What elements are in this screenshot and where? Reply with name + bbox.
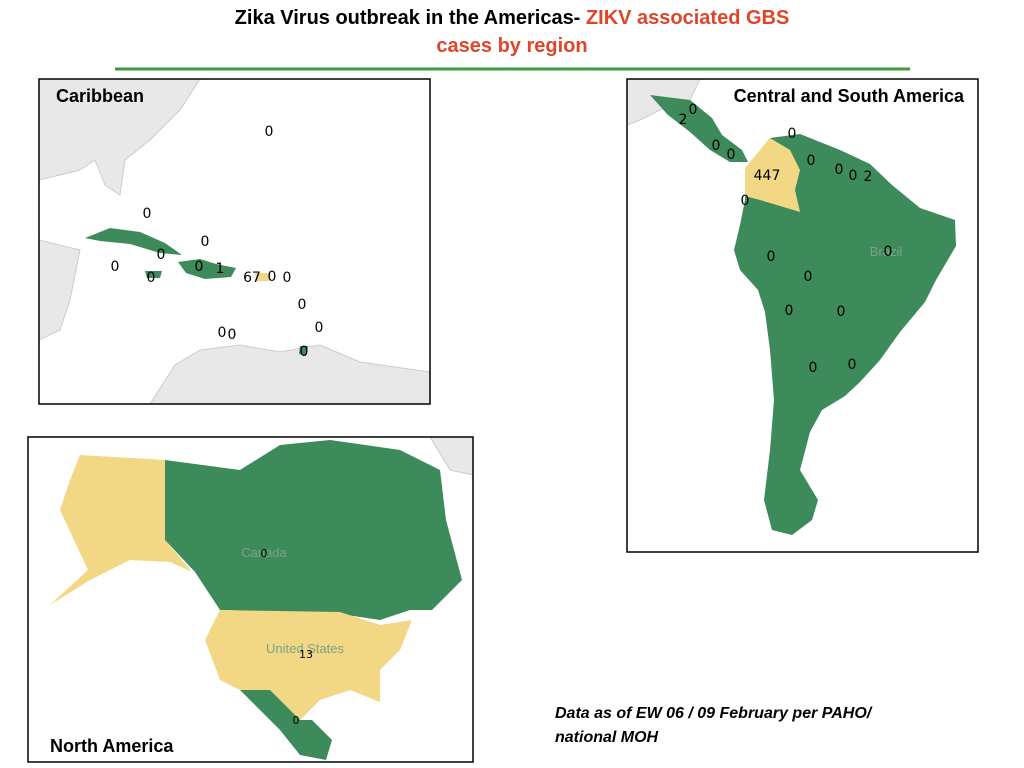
region-count: 0 — [111, 259, 120, 275]
region-count: 0 — [315, 320, 324, 336]
region-count: 0 — [300, 344, 309, 360]
region-count: 2 — [864, 169, 873, 185]
region-count: 0 — [785, 303, 794, 319]
region-count: 0 — [848, 357, 857, 373]
region-count: 0 — [261, 547, 268, 560]
north-america-map — [28, 437, 473, 762]
region-count: 0 — [837, 304, 846, 320]
country-label: Brazil — [870, 244, 903, 259]
region-count: 0 — [298, 297, 307, 313]
region-count: 0 — [265, 124, 274, 140]
region-count: 0 — [143, 206, 152, 222]
panel-title: Central and South America — [734, 86, 965, 106]
south-america-frame — [626, 78, 979, 553]
caribbean-map — [39, 79, 430, 404]
region-count: 0 — [283, 270, 292, 286]
region-count: 0 — [218, 325, 227, 341]
region-count: 0 — [228, 327, 237, 343]
footnote: Data as of EW 06 / 09 February per PAHO/ — [555, 705, 873, 722]
panel-title: Caribbean — [56, 86, 144, 106]
region-count: 67 — [243, 270, 261, 286]
region-count: 0 — [741, 193, 750, 209]
region-count: 447 — [754, 168, 781, 184]
region-count: 0 — [849, 168, 858, 184]
footnote: national MOH — [555, 729, 659, 746]
caribbean-frame — [38, 78, 431, 405]
region-count: 0 — [689, 102, 698, 118]
region-count: 0 — [727, 147, 736, 163]
region-count: 1 — [216, 261, 225, 277]
region-count: 0 — [835, 162, 844, 178]
title-black: Zika Virus outbreak in the Americas- — [235, 7, 581, 29]
panel-title: North America — [50, 736, 174, 756]
region-count: 0 — [195, 259, 204, 275]
title-red: ZIKV associated GBS — [586, 7, 789, 29]
region-count: 0 — [201, 234, 210, 250]
country-label: Canada — [241, 545, 287, 560]
region-count: 0 — [147, 270, 156, 286]
title-red-line-2: cases by region — [436, 35, 587, 57]
title-line-1: Zika Virus outbreak in the Americas- ZIK… — [235, 7, 790, 29]
region-count: 0 — [884, 244, 893, 260]
region-count: 0 — [712, 138, 721, 154]
region-count: 0 — [268, 269, 277, 285]
region-count: 0 — [809, 360, 818, 376]
region-count: 13 — [299, 648, 313, 661]
north-america-frame — [27, 436, 474, 763]
region-count: 0 — [157, 247, 166, 263]
region-count: 0 — [293, 714, 300, 727]
country-label: United States — [266, 641, 345, 656]
region-count: 0 — [807, 153, 816, 169]
region-count: 2 — [679, 112, 688, 128]
region-count: 0 — [804, 269, 813, 285]
south-america-map — [627, 79, 978, 552]
region-count: 0 — [788, 126, 797, 142]
region-count: 0 — [767, 249, 776, 265]
